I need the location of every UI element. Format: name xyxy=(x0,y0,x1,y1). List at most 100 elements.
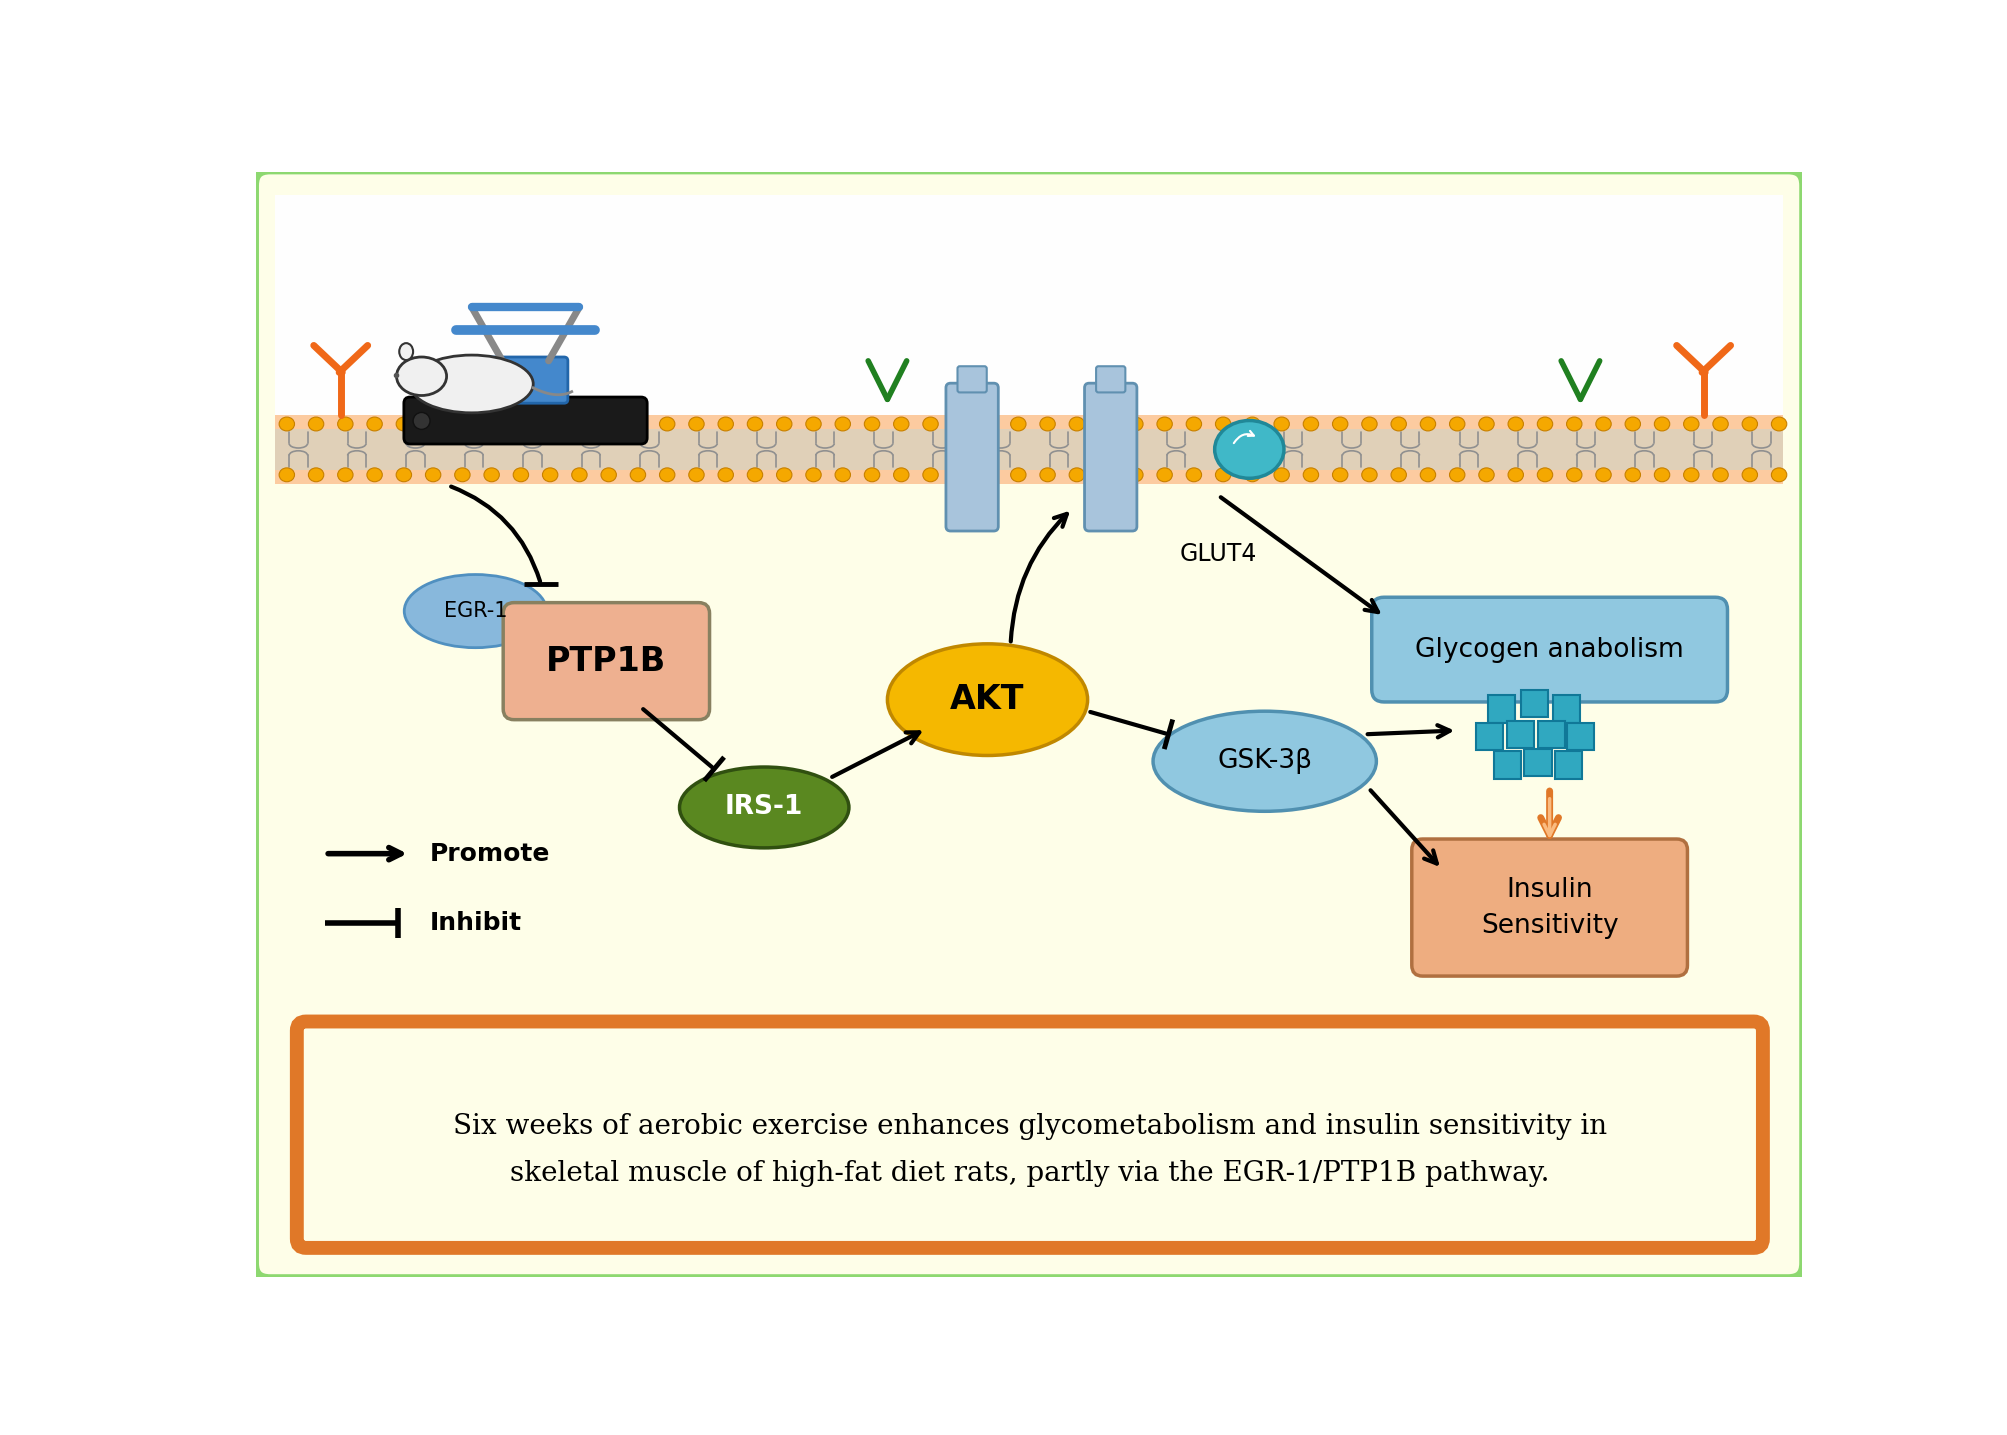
Ellipse shape xyxy=(1712,418,1728,430)
Ellipse shape xyxy=(1128,468,1142,482)
Ellipse shape xyxy=(1712,468,1728,482)
Ellipse shape xyxy=(805,468,821,482)
Ellipse shape xyxy=(630,418,646,430)
Ellipse shape xyxy=(425,418,442,430)
Ellipse shape xyxy=(1537,468,1551,482)
Text: Promote: Promote xyxy=(429,842,550,865)
Ellipse shape xyxy=(1391,418,1405,430)
Ellipse shape xyxy=(367,418,381,430)
FancyBboxPatch shape xyxy=(1371,597,1726,702)
Ellipse shape xyxy=(1449,468,1465,482)
Text: Insulin
Sensitivity: Insulin Sensitivity xyxy=(1479,877,1618,938)
Ellipse shape xyxy=(1186,418,1200,430)
Ellipse shape xyxy=(1624,418,1640,430)
Ellipse shape xyxy=(309,468,323,482)
Ellipse shape xyxy=(1214,468,1230,482)
Ellipse shape xyxy=(1770,468,1786,482)
Ellipse shape xyxy=(923,468,937,482)
Ellipse shape xyxy=(1565,418,1582,430)
Ellipse shape xyxy=(1507,418,1523,430)
Bar xyxy=(275,429,1782,471)
Ellipse shape xyxy=(337,418,353,430)
FancyBboxPatch shape xyxy=(945,383,997,531)
Text: skeletal muscle of high-fat diet rats, partly via the EGR-1/PTP1B pathway.: skeletal muscle of high-fat diet rats, p… xyxy=(510,1159,1549,1187)
Ellipse shape xyxy=(863,468,879,482)
Ellipse shape xyxy=(1214,418,1230,430)
Ellipse shape xyxy=(514,468,528,482)
Ellipse shape xyxy=(399,343,413,360)
Ellipse shape xyxy=(1419,468,1435,482)
Ellipse shape xyxy=(1098,418,1114,430)
Ellipse shape xyxy=(688,468,704,482)
Text: Inhibit: Inhibit xyxy=(429,911,522,936)
Ellipse shape xyxy=(1596,468,1610,482)
FancyBboxPatch shape xyxy=(1096,366,1124,392)
Ellipse shape xyxy=(1010,468,1026,482)
Ellipse shape xyxy=(572,418,586,430)
FancyBboxPatch shape xyxy=(484,357,568,403)
Ellipse shape xyxy=(1361,418,1377,430)
Ellipse shape xyxy=(413,412,429,429)
Ellipse shape xyxy=(805,418,821,430)
Ellipse shape xyxy=(1156,468,1172,482)
Ellipse shape xyxy=(1186,468,1200,482)
Ellipse shape xyxy=(514,418,528,430)
Ellipse shape xyxy=(1682,418,1698,430)
Ellipse shape xyxy=(777,468,791,482)
Ellipse shape xyxy=(309,418,323,430)
Ellipse shape xyxy=(409,354,534,413)
Ellipse shape xyxy=(600,468,616,482)
Ellipse shape xyxy=(1624,468,1640,482)
Ellipse shape xyxy=(1303,468,1319,482)
Ellipse shape xyxy=(1333,418,1347,430)
Ellipse shape xyxy=(1156,418,1172,430)
Ellipse shape xyxy=(893,468,909,482)
Ellipse shape xyxy=(367,468,381,482)
Ellipse shape xyxy=(395,468,411,482)
Ellipse shape xyxy=(484,468,500,482)
Ellipse shape xyxy=(454,468,470,482)
Text: GSK-3β: GSK-3β xyxy=(1216,748,1311,775)
Ellipse shape xyxy=(1596,418,1610,430)
Ellipse shape xyxy=(1214,420,1282,478)
Ellipse shape xyxy=(1303,418,1319,430)
Ellipse shape xyxy=(1391,468,1405,482)
Ellipse shape xyxy=(835,468,851,482)
Ellipse shape xyxy=(600,418,616,430)
Ellipse shape xyxy=(951,468,967,482)
Ellipse shape xyxy=(572,468,586,482)
Ellipse shape xyxy=(678,768,849,848)
FancyBboxPatch shape xyxy=(297,1022,1762,1248)
Ellipse shape xyxy=(835,418,851,430)
Ellipse shape xyxy=(981,418,995,430)
Ellipse shape xyxy=(923,418,937,430)
Text: IRS-1: IRS-1 xyxy=(725,795,803,821)
Ellipse shape xyxy=(688,418,704,430)
Ellipse shape xyxy=(1333,468,1347,482)
FancyBboxPatch shape xyxy=(1411,839,1686,976)
Text: Glycogen anabolism: Glycogen anabolism xyxy=(1415,637,1684,663)
Ellipse shape xyxy=(1244,418,1260,430)
Ellipse shape xyxy=(1152,712,1375,811)
FancyBboxPatch shape xyxy=(403,397,646,443)
Text: EGR-1: EGR-1 xyxy=(444,601,508,621)
FancyBboxPatch shape xyxy=(251,166,1806,1283)
Ellipse shape xyxy=(1449,418,1465,430)
Ellipse shape xyxy=(542,418,558,430)
Ellipse shape xyxy=(1654,468,1670,482)
Ellipse shape xyxy=(981,468,995,482)
FancyBboxPatch shape xyxy=(957,366,985,392)
Ellipse shape xyxy=(747,468,763,482)
Ellipse shape xyxy=(1565,468,1582,482)
Ellipse shape xyxy=(395,357,446,396)
Ellipse shape xyxy=(425,468,442,482)
FancyBboxPatch shape xyxy=(1084,383,1136,531)
Ellipse shape xyxy=(1068,418,1084,430)
FancyBboxPatch shape xyxy=(504,603,708,720)
Ellipse shape xyxy=(395,418,411,430)
Ellipse shape xyxy=(1272,418,1288,430)
Ellipse shape xyxy=(1507,468,1523,482)
Ellipse shape xyxy=(1010,418,1026,430)
Text: PTP1B: PTP1B xyxy=(546,644,666,677)
Text: Six weeks of aerobic exercise enhances glycometabolism and insulin sensitivity i: Six weeks of aerobic exercise enhances g… xyxy=(454,1114,1606,1141)
